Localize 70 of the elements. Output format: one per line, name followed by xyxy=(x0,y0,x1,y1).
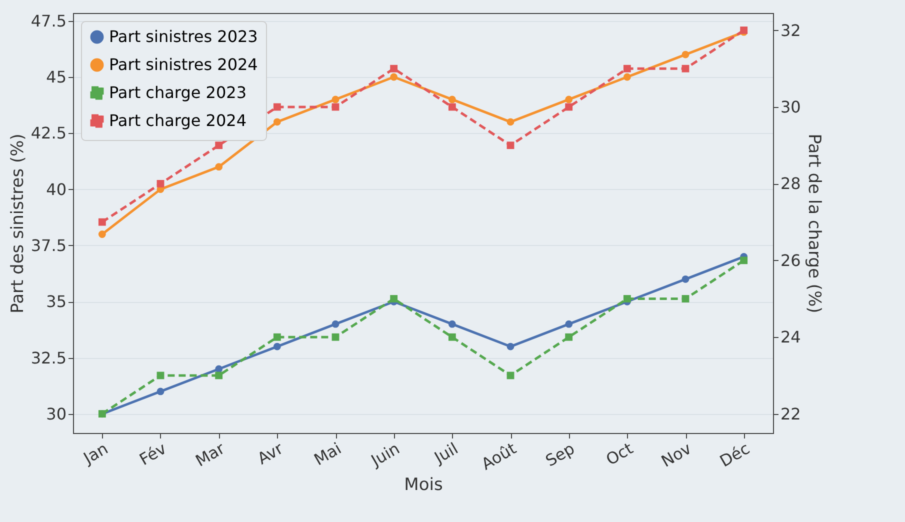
x-tick-label: Juin xyxy=(366,438,403,470)
legend-label: Part sinistres 2024 xyxy=(109,55,258,74)
x-tick-label: Sep xyxy=(542,438,578,470)
point xyxy=(506,342,514,350)
point xyxy=(390,64,398,72)
y-tick-label: 30 xyxy=(46,404,66,424)
x-tick-label: Mar xyxy=(192,438,228,470)
x-tick-label: Août xyxy=(478,438,520,474)
y-tick-label: 32.5 xyxy=(30,348,66,368)
point xyxy=(215,372,223,380)
point xyxy=(156,388,164,396)
x-tick-label: Fév xyxy=(136,438,170,470)
y2-tick-label: 24 xyxy=(780,328,801,347)
y2-tick-label: 26 xyxy=(780,250,801,270)
y2-tick-label: 28 xyxy=(780,174,801,194)
y-tick-label: 47.5 xyxy=(30,11,66,30)
point xyxy=(623,295,631,302)
point xyxy=(448,320,456,328)
point xyxy=(565,320,573,328)
y2-axis-title: Part de la charge (%) xyxy=(804,134,824,314)
point xyxy=(273,342,281,350)
point xyxy=(623,73,631,81)
y2-tick-label: 30 xyxy=(780,97,801,116)
point xyxy=(98,218,106,226)
x-tick-label: Juil xyxy=(430,438,462,468)
point xyxy=(565,333,573,341)
x-axis-title: Mois xyxy=(404,474,443,495)
point xyxy=(682,295,690,302)
y-axis-title: Part des sinistres (%) xyxy=(8,134,28,314)
point xyxy=(273,333,281,341)
point xyxy=(448,333,456,341)
point xyxy=(506,142,514,150)
point xyxy=(273,118,281,126)
x-tick-label: Mai xyxy=(310,438,344,470)
point xyxy=(740,256,748,264)
point xyxy=(390,73,398,81)
legend-label: Part charge 2023 xyxy=(109,83,247,102)
point xyxy=(98,230,106,238)
y-tick-label: 40 xyxy=(46,180,66,199)
point xyxy=(682,50,690,58)
legend-label: Part sinistres 2023 xyxy=(109,27,258,46)
y-tick-label: 35 xyxy=(46,292,66,312)
point xyxy=(565,103,573,111)
point xyxy=(682,64,690,72)
y2-tick-label: 22 xyxy=(780,404,801,424)
point xyxy=(506,118,514,126)
point xyxy=(565,96,573,104)
y2-tick-label: 32 xyxy=(780,20,801,40)
point xyxy=(215,365,223,373)
point xyxy=(332,96,340,104)
point xyxy=(332,320,340,328)
y-tick-label: 37.5 xyxy=(30,236,66,255)
y-tick-label: 45 xyxy=(46,68,66,87)
x-tick-label: Oct xyxy=(602,438,636,470)
legend-label: Part charge 2024 xyxy=(109,111,247,130)
x-tick-label: Jan xyxy=(79,438,112,468)
point xyxy=(215,163,223,171)
x-tick-label: Déc xyxy=(716,438,753,471)
point xyxy=(448,96,456,104)
x-tick-label: Nov xyxy=(658,438,694,471)
point xyxy=(623,64,631,72)
point xyxy=(215,142,223,150)
y-tick-label: 42.5 xyxy=(30,124,66,143)
point xyxy=(390,295,398,302)
point xyxy=(448,103,456,111)
x-tick-label: Avr xyxy=(254,438,287,468)
point xyxy=(332,333,340,341)
point xyxy=(156,180,164,188)
point xyxy=(273,103,281,111)
point xyxy=(682,275,690,283)
